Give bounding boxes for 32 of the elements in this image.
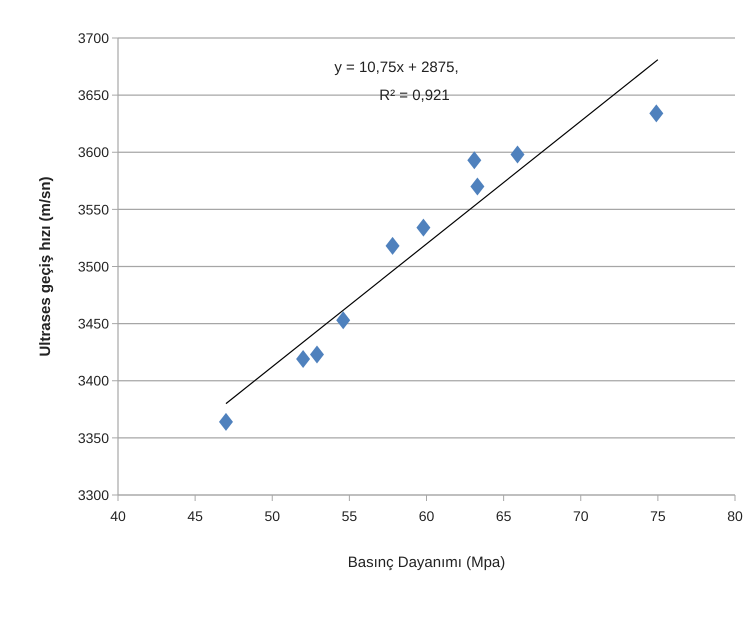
point bbox=[310, 345, 324, 364]
y-tick-label: 3700 bbox=[78, 30, 110, 46]
point bbox=[649, 104, 664, 122]
x-tick-label: 50 bbox=[264, 508, 280, 524]
y-tick-label: 3300 bbox=[78, 486, 110, 503]
y-tick-label: 3350 bbox=[78, 430, 110, 446]
x-tick-label: 70 bbox=[572, 508, 589, 524]
x-tick-label: 45 bbox=[187, 508, 204, 524]
x-tick-label: 40 bbox=[110, 508, 126, 524]
y-tick-label: 3450 bbox=[78, 316, 110, 332]
x-tick-label: 55 bbox=[342, 508, 358, 524]
y-tick-label: 3600 bbox=[78, 144, 110, 160]
annotation: y = 10,75x + 2875, bbox=[334, 59, 459, 76]
y-tick-label: 3500 bbox=[78, 258, 110, 274]
x-tick-label: 80 bbox=[727, 508, 743, 524]
y-tick-label: 3550 bbox=[78, 201, 110, 218]
annotation: R² = 0,921 bbox=[379, 87, 450, 104]
y-tick-label: 3400 bbox=[78, 372, 110, 389]
point bbox=[336, 311, 350, 330]
point bbox=[386, 236, 400, 255]
y-axis-title: Ultrases geçiş hızı (m/sn) bbox=[37, 176, 54, 357]
point bbox=[467, 151, 482, 170]
y-tick-label: 3650 bbox=[78, 87, 110, 104]
point bbox=[416, 218, 430, 237]
point bbox=[510, 146, 525, 164]
point bbox=[296, 350, 310, 368]
x-tick-label: 65 bbox=[496, 508, 512, 524]
point bbox=[218, 412, 233, 431]
point bbox=[470, 178, 484, 196]
x-axis-title: Basınç Dayanımı (Mpa) bbox=[348, 554, 506, 571]
x-tick-label: 60 bbox=[418, 508, 434, 524]
x-tick-label: 75 bbox=[650, 508, 666, 524]
